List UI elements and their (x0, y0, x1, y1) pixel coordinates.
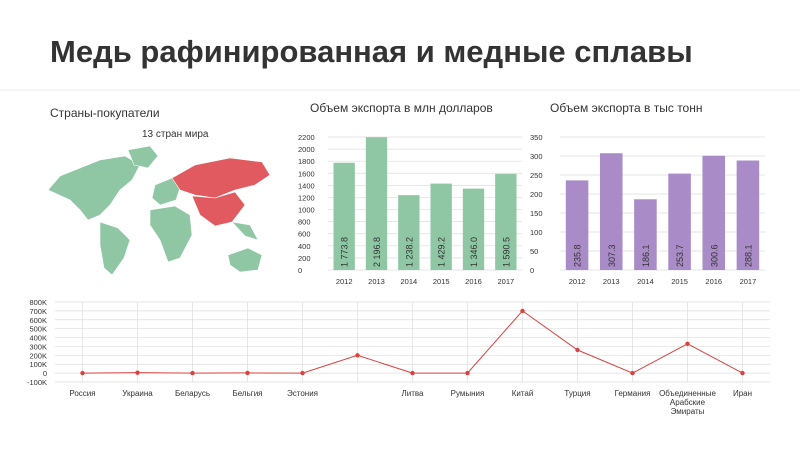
point (630, 370, 635, 376)
y-tick-label: 400K (29, 334, 47, 343)
bar (736, 160, 760, 270)
bar-value-label: 235.8 (573, 244, 583, 267)
map-title: Страны-покупатели (50, 106, 160, 120)
chart-title: Объем экспорта в тыс тонн (550, 101, 702, 115)
y-tick-label: 200 (298, 254, 311, 263)
world-map (47, 145, 271, 276)
y-tick-label: 1600 (298, 169, 315, 178)
y-tick-label: 50 (530, 247, 538, 256)
bar-value-label: 186.1 (641, 244, 651, 267)
y-tick-label: 150 (530, 209, 543, 218)
bar-value-label: 1 238.2 (404, 237, 414, 267)
x-tick-label: Румыния (450, 389, 485, 398)
y-tick-label: 100 (530, 228, 543, 237)
bar (565, 180, 589, 270)
y-tick-label: 400 (298, 242, 311, 251)
y-tick-label: 300K (29, 342, 47, 351)
bar-value-label: 2 196.8 (372, 237, 382, 267)
y-tick-label: 1000 (298, 206, 315, 215)
y-tick-label: 600 (298, 230, 311, 239)
point (685, 341, 690, 346)
bar (495, 173, 517, 270)
x-tick-label: Беларусь (175, 389, 210, 398)
x-tick-label: Украина (122, 389, 153, 398)
x-tick-label: 2015 (433, 277, 450, 286)
bar-value-label: 1 346.0 (469, 237, 479, 267)
x-tick-label: 2017 (740, 277, 757, 286)
bar-value-label: 300.6 (709, 244, 719, 267)
y-tick-label: 600K (29, 316, 47, 325)
x-tick-label: 2016 (465, 277, 482, 286)
x-tick-label: Германия (614, 389, 651, 398)
x-tick-label: Китай (511, 389, 534, 398)
y-tick-label: 100K (29, 360, 47, 369)
point (575, 347, 580, 353)
x-tick-label: Россия (69, 389, 96, 398)
y-tick-label: 1800 (298, 157, 315, 166)
bar (668, 173, 691, 270)
bar-value-label: 307.3 (607, 244, 617, 267)
point (190, 370, 195, 376)
y-tick-label: 500K (29, 325, 47, 334)
bar (702, 155, 726, 270)
map-subtitle: 13 стран мира (142, 129, 209, 140)
y-tick-label: 800K (29, 298, 47, 307)
bar (365, 137, 388, 270)
y-tick-label: 250 (530, 171, 543, 180)
y-tick-label: 350 (530, 133, 543, 142)
chart-title: Объем экспорта в млн долларов (310, 101, 493, 115)
x-tick-label: 2012 (569, 277, 586, 286)
bar-value-label: 288.1 (743, 244, 753, 267)
y-tick-label: 0 (530, 266, 534, 275)
y-tick-label: 200K (29, 351, 47, 360)
y-tick-label: 200 (530, 190, 543, 199)
x-tick-label: Иран (732, 389, 753, 398)
x-tick-label: 2013 (603, 277, 620, 286)
x-tick-label: Турция (564, 389, 591, 398)
x-tick-label: 2016 (705, 277, 722, 286)
point (135, 370, 140, 375)
bar (634, 199, 657, 270)
point (245, 370, 250, 376)
point (465, 370, 470, 376)
point (300, 370, 305, 376)
x-tick-label: Эстония (287, 389, 318, 398)
x-tick-label: 2014 (637, 277, 654, 286)
point (80, 370, 85, 376)
point (520, 308, 525, 314)
x-tick-label: 2012 (336, 277, 353, 286)
bar (599, 153, 623, 270)
y-tick-label: 1400 (298, 181, 315, 190)
point (410, 370, 415, 376)
y-tick-label: 300 (530, 152, 543, 161)
x-tick-label: 2015 (671, 277, 688, 286)
slide-title: Медь рафинированная и медные сплавы (50, 34, 693, 69)
point (355, 353, 360, 358)
bar (398, 195, 420, 270)
point (740, 370, 745, 376)
bar (430, 183, 452, 270)
y-tick-label: 700K (29, 307, 47, 316)
x-tick-label: Объединенные Арабские Эмираты (659, 389, 716, 416)
y-tick-label: 2200 (298, 133, 315, 142)
y-tick-label: 0 (298, 266, 302, 275)
y-tick-label: 1200 (298, 193, 315, 202)
bar-value-label: 1 590.5 (501, 237, 511, 267)
bar-value-label: 1 429.2 (437, 237, 447, 267)
y-tick-label: 0 (43, 369, 47, 378)
bar (333, 162, 355, 270)
bar (462, 188, 485, 270)
y-tick-label: 2000 (298, 145, 315, 154)
y-tick-label: 800 (298, 218, 311, 227)
x-tick-label: 2017 (497, 277, 514, 286)
x-tick-label: Литва (401, 389, 424, 398)
x-tick-label: 2014 (400, 277, 417, 286)
y-tick-label: -100K (27, 378, 47, 387)
x-tick-label: Бельгия (232, 389, 263, 398)
x-tick-label: 2013 (368, 277, 385, 286)
bar-value-label: 1 773.8 (340, 237, 350, 267)
bar-value-label: 253.7 (675, 244, 685, 267)
